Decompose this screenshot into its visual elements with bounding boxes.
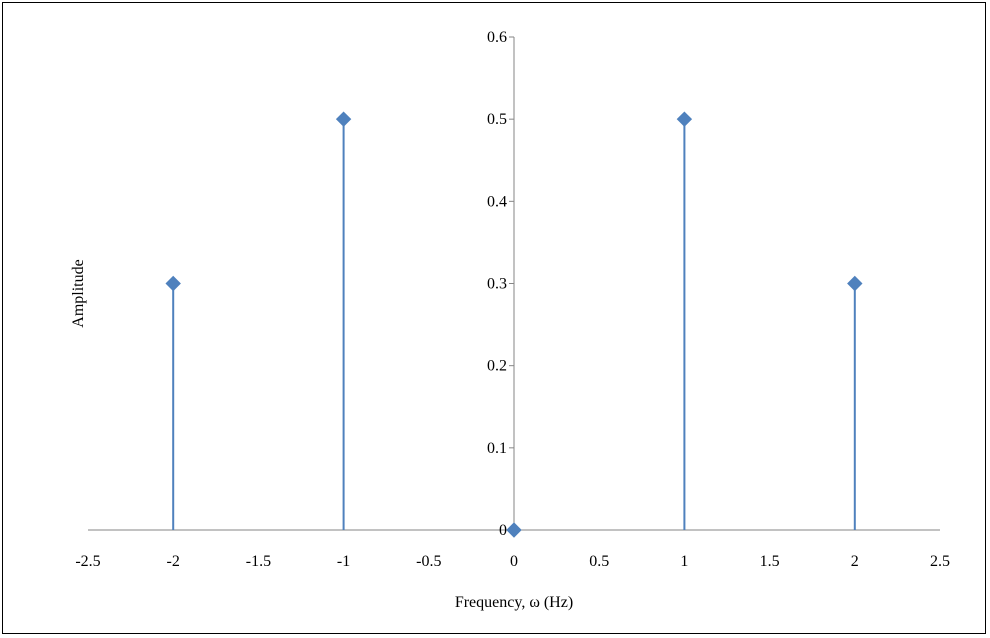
y-tick-label: 0.1	[487, 440, 507, 457]
y-tick-label: 0.5	[487, 111, 507, 128]
x-tick-label: -0.5	[416, 553, 441, 570]
y-tick-label: 0.4	[487, 193, 507, 210]
x-axis-title: Frequency, ω (Hz)	[455, 594, 573, 611]
x-tick-label: 2	[851, 553, 859, 570]
x-tick-label: 0.5	[589, 553, 609, 570]
data-point-marker	[676, 111, 693, 127]
y-tick-label: 0.3	[487, 276, 507, 293]
stems	[172, 119, 856, 530]
y-tick-label: 0.2	[487, 358, 507, 375]
x-tick-label: 2.5	[930, 553, 950, 570]
x-tick-label: -1.5	[246, 553, 271, 570]
x-tick-label: 0	[510, 553, 518, 570]
x-tick-label: -2	[167, 553, 180, 570]
stem-chart: -2.5 -2 -1.5 -1 -0.5 0 0.5 1 1.5 2 2.5 00.10.20.30…	[70, 29, 950, 611]
x-tick-label: -2.5	[75, 553, 100, 570]
data-point-marker	[335, 111, 352, 127]
x-tick-label: -1	[337, 553, 350, 570]
axes	[88, 36, 940, 531]
x-tick-labels: -2.5 -2 -1.5 -1 -0.5 0 0.5 1 1.5 2 2.5	[75, 553, 950, 570]
markers	[165, 111, 863, 538]
y-tick-label: 0.6	[487, 29, 507, 46]
data-point-marker	[847, 275, 863, 292]
x-tick-label: 1.5	[760, 553, 780, 570]
y-tick-labels: 0 0.1 0.2 0.3 0.4 0.5 0.6	[487, 29, 507, 539]
y-axis-title: Amplitude	[70, 259, 87, 327]
data-point-marker	[506, 522, 522, 538]
x-tick-label: 1	[680, 553, 688, 570]
y-tick-label: 0	[499, 522, 507, 539]
data-point-marker	[165, 275, 181, 292]
